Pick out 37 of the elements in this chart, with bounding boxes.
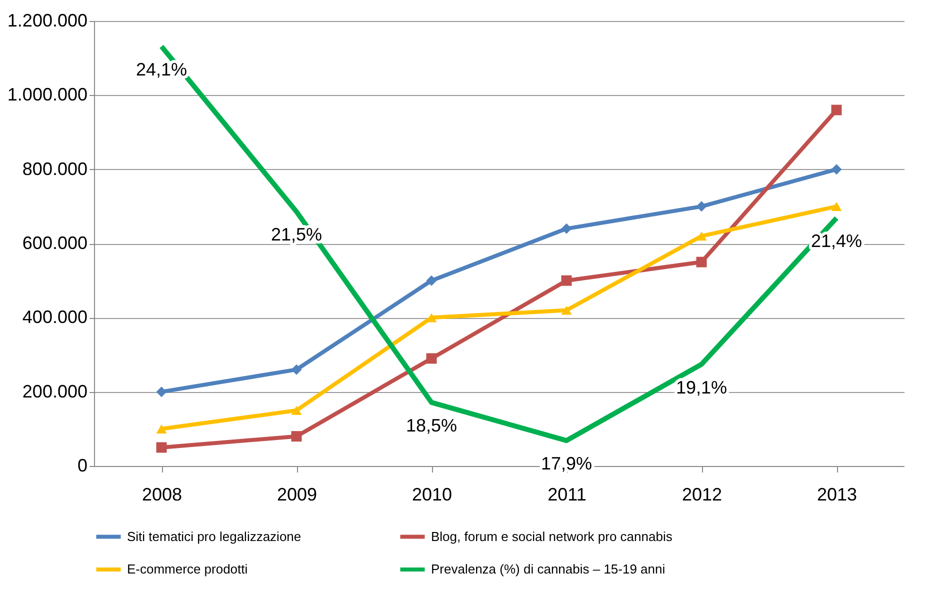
legend-label: E-commerce prodotti	[127, 562, 248, 576]
y-tick-label: 400.000	[22, 307, 88, 328]
point	[291, 431, 302, 442]
y-tick-label: 1.000.000	[7, 84, 88, 105]
point	[561, 306, 572, 315]
point	[831, 202, 842, 211]
y-tick-label: 1.200.000	[7, 10, 88, 30]
y-tick-label: 0	[77, 456, 88, 476]
x-tick-label: 2013	[816, 484, 858, 504]
x-tick-label: 2011	[548, 484, 586, 504]
x-tick-label: 2009	[276, 484, 318, 504]
legend-label: Blog, forum e social network pro cannabis	[431, 528, 673, 544]
y-tick-label: 200.000	[22, 381, 88, 402]
point	[561, 223, 572, 234]
point	[291, 406, 302, 415]
x-tick-label: 2008	[142, 484, 182, 504]
y-tick-label: 600.000	[22, 233, 88, 253]
point	[831, 164, 842, 175]
point	[696, 201, 707, 212]
point	[426, 353, 437, 364]
legend-label: Prevalenza (%) di cannabis – 15-19 anni	[431, 562, 666, 576]
data-label: 18,5%	[406, 415, 458, 436]
point	[561, 275, 572, 286]
point	[696, 256, 707, 268]
point	[156, 442, 167, 453]
point	[291, 364, 302, 375]
point	[156, 424, 167, 434]
point	[696, 232, 707, 241]
data-label: 19,1%	[676, 377, 728, 398]
data-label: 17,9%	[540, 454, 592, 474]
legend-label: Siti tematici pro legalizzazione	[127, 528, 302, 544]
point	[156, 386, 167, 398]
x-tick-label: 2010	[412, 484, 452, 504]
x-tick-label: 2012	[682, 484, 722, 504]
point	[831, 104, 842, 116]
y-tick-label: 800.000	[22, 158, 88, 179]
point	[426, 275, 437, 286]
